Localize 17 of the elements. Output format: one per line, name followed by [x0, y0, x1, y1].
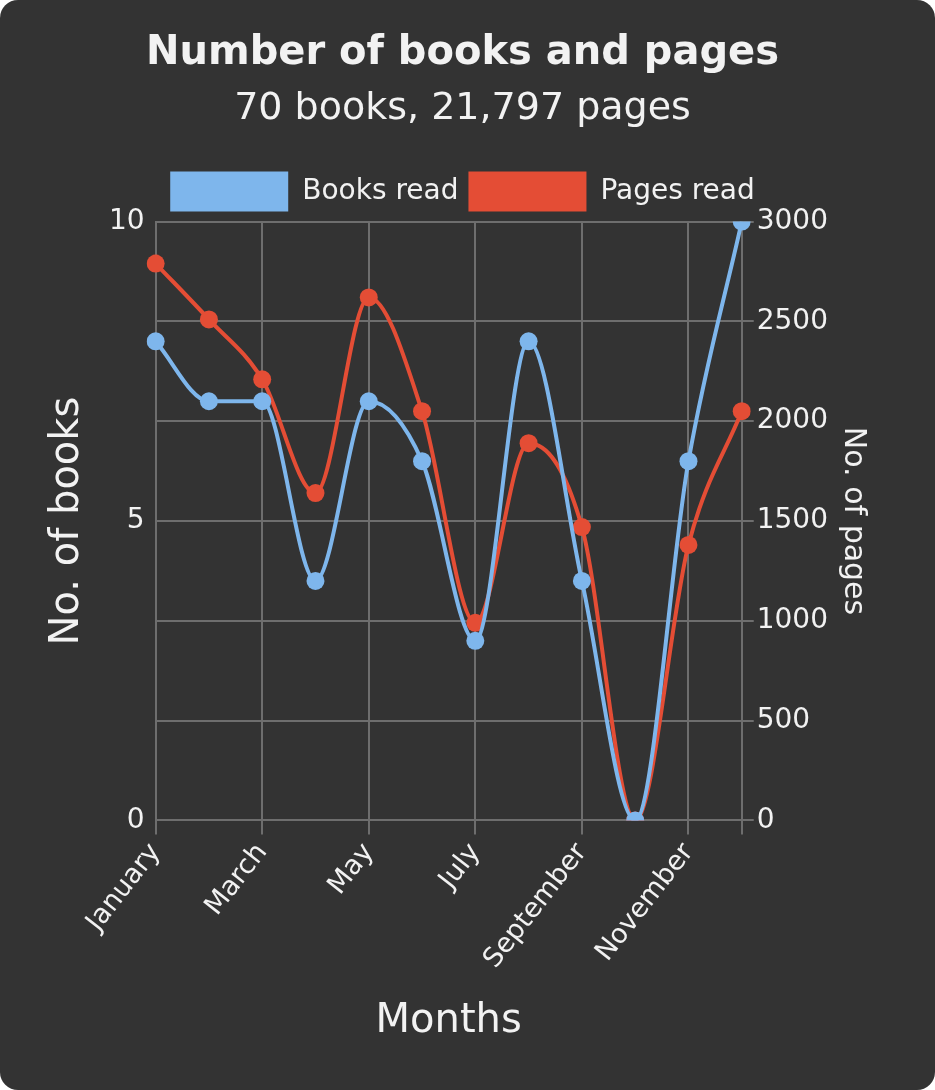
y2-tick-label: 2000 — [756, 402, 829, 436]
y2-tick-label: 3000 — [756, 202, 829, 236]
legend-label: Books read — [302, 172, 459, 206]
y2-tick-label: 2500 — [756, 302, 829, 336]
chart-subtitle: 70 books, 21,797 pages — [234, 83, 691, 128]
chart-title: Number of books and pages — [145, 27, 780, 74]
y-tick-label: 10 — [108, 202, 145, 236]
x-axis-title: Months — [375, 995, 522, 1042]
y2-tick-label: 1500 — [756, 502, 829, 536]
y-axis-title: No. of books — [41, 396, 88, 646]
y2-tick-label: 500 — [756, 701, 811, 735]
y2-tick-label: 1000 — [756, 602, 829, 636]
y2-axis-title: No. of pages — [838, 426, 874, 616]
legend-label: Pages read — [600, 172, 755, 206]
y-tick-label: 5 — [126, 502, 145, 536]
y2-tick-label: 0 — [756, 801, 775, 835]
y-tick-label: 0 — [126, 801, 145, 835]
